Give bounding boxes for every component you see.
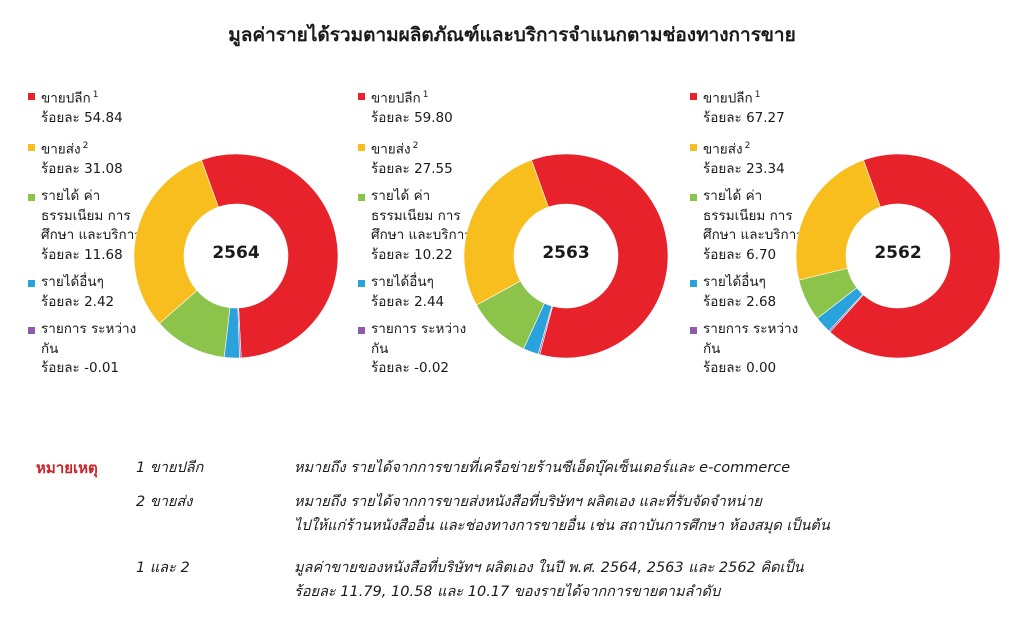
legend-item-wholesale: ขายส่ง 2 ร้อยละ 31.08	[28, 137, 148, 180]
slice-wholesale	[795, 159, 881, 281]
note-key: 1 ขายปลีก	[136, 460, 204, 476]
legend-item-intercompany: รายการ ระหว่างกันร้อยละ 0.00	[690, 320, 810, 379]
legend-item-tuition: รายได้ ค่าธรรมเนียม การศึกษา และบริการร้…	[358, 187, 478, 265]
year-label: 2562	[874, 243, 922, 263]
legend-item-intercompany: รายการ ระหว่างกันร้อยละ -0.02	[358, 320, 478, 379]
donut-chart	[795, 153, 1001, 359]
legend-swatch	[690, 93, 697, 100]
legend-swatch	[358, 93, 365, 100]
legend: ขายปลีก 1 ร้อยละ 59.80 ขายส่ง 2 ร้อยละ 27.55 ร…	[358, 86, 478, 387]
legend-label: ขายส่ง 2	[41, 140, 89, 158]
legend-footnote-mark: 2	[412, 140, 419, 151]
legend-value: ร้อยละ 2.68	[703, 293, 777, 310]
year-label: 2564	[212, 243, 260, 263]
legend-label: รายได้อื่นๆ	[371, 274, 434, 290]
legend-value: ร้อยละ 31.08	[41, 160, 123, 177]
legend-footnote-mark: 2	[744, 140, 751, 151]
note-text: หมายถึง รายได้จากการขายส่งหนังสือที่บริษ…	[294, 494, 830, 534]
slice-retail	[829, 153, 1001, 359]
chart-title: มูลค่ารายได้รวมตามผลิตภัณฑ์และบริการจำแน…	[228, 24, 796, 46]
legend-item-tuition: รายได้ ค่าธรรมเนียม การศึกษา และบริการร้…	[28, 187, 148, 265]
legend-swatch	[690, 194, 697, 201]
legend-swatch	[690, 143, 697, 151]
legend-label: รายการ ระหว่างกัน	[371, 321, 467, 357]
slice-wholesale	[133, 159, 219, 324]
note-text: หมายถึง รายได้จากการขายที่เครือข่ายร้านซ…	[294, 460, 791, 476]
legend-label: ขายปลีก 1	[371, 90, 429, 107]
legend-value: ร้อยละ 2.44	[371, 293, 445, 310]
legend-label: ขายปลีก 1	[41, 90, 99, 107]
legend-label: รายได้ ค่าธรรมเนียม การศึกษา และบริการ	[371, 188, 472, 243]
slice-retail	[201, 153, 339, 359]
legend-label: รายได้ ค่าธรรมเนียม การศึกษา และบริการ	[703, 188, 804, 243]
legend-swatch	[690, 280, 697, 287]
legend-value: ร้อยละ 2.42	[41, 293, 115, 310]
legend-item-tuition: รายได้ ค่าธรรมเนียม การศึกษา และบริการร้…	[690, 187, 810, 265]
legend: ขายปลีก 1 ร้อยละ 54.84 ขายส่ง 2 ร้อยละ 31.08 ร…	[28, 86, 148, 387]
legend-value: ร้อยละ -0.02	[371, 360, 450, 376]
chart-panel-2564: ขายปลีก 1 ร้อยละ 54.84 ขายส่ง 2 ร้อยละ 31.08 ร…	[28, 86, 348, 426]
legend-item-intercompany: รายการ ระหว่างกันร้อยละ -0.01	[28, 320, 148, 379]
note-key: 2 ขายส่ง	[136, 494, 193, 510]
legend-value: ร้อยละ 6.70	[703, 246, 777, 263]
legend-value: ร้อยละ 0.00	[703, 360, 777, 376]
legend-swatch	[358, 327, 365, 334]
legend-item-wholesale: ขายส่ง 2 ร้อยละ 27.55	[358, 137, 478, 180]
legend-swatch	[358, 194, 365, 201]
legend-value: ร้อยละ 11.68	[41, 246, 123, 263]
legend-item-retail: ขายปลีก 1 ร้อยละ 67.27	[690, 86, 810, 129]
legend-swatch	[28, 194, 35, 201]
legend-label: รายการ ระหว่างกัน	[41, 321, 137, 357]
donut-chart	[133, 153, 339, 359]
legend-value: ร้อยละ 23.34	[703, 160, 785, 177]
legend-footnote-mark: 2	[82, 140, 89, 151]
notes-heading: หมายเหตุ	[36, 459, 98, 477]
legend-swatch	[28, 93, 35, 100]
slice-wholesale	[463, 159, 549, 306]
legend-value: ร้อยละ 54.84	[41, 110, 123, 126]
legend-label: รายได้อื่นๆ	[703, 274, 766, 290]
legend-swatch	[28, 327, 35, 334]
legend-item-other: รายได้อื่นๆร้อยละ 2.42	[28, 273, 148, 312]
legend-label: ขายส่ง 2	[371, 140, 419, 158]
year-label: 2563	[542, 243, 590, 263]
legend: ขายปลีก 1 ร้อยละ 67.27 ขายส่ง 2 ร้อยละ 23.34 ร…	[690, 86, 810, 387]
chart-panel-2562: ขายปลีก 1 ร้อยละ 67.27 ขายส่ง 2 ร้อยละ 23.34 ร…	[690, 86, 1010, 426]
legend-item-retail: ขายปลีก 1 ร้อยละ 54.84	[28, 86, 148, 129]
chart-panel-2563: ขายปลีก 1 ร้อยละ 59.80 ขายส่ง 2 ร้อยละ 27.55 ร…	[358, 86, 678, 426]
legend-label: รายการ ระหว่างกัน	[703, 321, 799, 357]
legend-swatch	[28, 280, 35, 287]
note-text: มูลค่าขายของหนังสือที่บริษัทฯ ผลิตเอง ใน…	[294, 560, 804, 600]
note-key: 1 และ 2	[136, 560, 190, 576]
legend-item-other: รายได้อื่นๆร้อยละ 2.68	[690, 273, 810, 312]
legend-value: ร้อยละ 27.55	[371, 160, 453, 177]
legend-swatch	[358, 143, 365, 151]
legend-label: ขายส่ง 2	[703, 140, 751, 158]
slice-retail	[531, 153, 669, 359]
legend-label: รายได้ ค่าธรรมเนียม การศึกษา และบริการ	[41, 188, 142, 243]
legend-item-other: รายได้อื่นๆร้อยละ 2.44	[358, 273, 478, 312]
legend-value: ร้อยละ 67.27	[703, 110, 785, 126]
legend-item-retail: ขายปลีก 1 ร้อยละ 59.80	[358, 86, 478, 129]
legend-footnote-mark: 1	[754, 90, 761, 100]
legend-swatch	[690, 327, 697, 334]
legend-swatch	[358, 280, 365, 287]
donut-chart	[463, 153, 669, 359]
legend-label: รายได้อื่นๆ	[41, 274, 104, 290]
legend-value: ร้อยละ -0.01	[41, 360, 120, 376]
legend-label: ขายปลีก 1	[703, 90, 761, 107]
legend-swatch	[28, 143, 35, 151]
legend-item-wholesale: ขายส่ง 2 ร้อยละ 23.34	[690, 137, 810, 180]
legend-value: ร้อยละ 10.22	[371, 246, 453, 263]
legend-footnote-mark: 1	[422, 90, 429, 100]
legend-value: ร้อยละ 59.80	[371, 110, 453, 126]
legend-footnote-mark: 1	[92, 90, 99, 100]
